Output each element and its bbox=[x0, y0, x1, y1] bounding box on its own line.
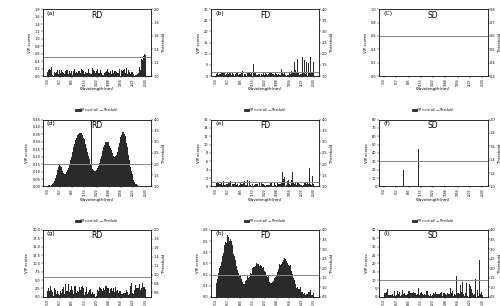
Legend: VIP score(sd), Threshold: VIP score(sd), Threshold bbox=[412, 107, 455, 114]
Y-axis label: Threshold: Threshold bbox=[162, 33, 166, 52]
Y-axis label: VIP scores: VIP scores bbox=[197, 33, 201, 53]
Text: FD: FD bbox=[260, 121, 270, 130]
Legend: VIP score(sd), Threshold: VIP score(sd), Threshold bbox=[412, 218, 455, 224]
Text: FD: FD bbox=[260, 10, 270, 20]
Y-axis label: VIP scores: VIP scores bbox=[366, 253, 370, 273]
Y-axis label: Threshold: Threshold bbox=[498, 33, 500, 52]
Text: (d): (d) bbox=[47, 121, 56, 126]
X-axis label: Wavelength(nm): Wavelength(nm) bbox=[80, 88, 114, 91]
Text: (a): (a) bbox=[47, 10, 56, 16]
Y-axis label: Threshold: Threshold bbox=[162, 143, 166, 163]
Text: (e): (e) bbox=[215, 121, 224, 126]
Y-axis label: VIP scores: VIP scores bbox=[364, 33, 368, 53]
X-axis label: Wavelength(nm): Wavelength(nm) bbox=[416, 88, 450, 91]
Legend: VIP score(sd), Threshold: VIP score(sd), Threshold bbox=[244, 218, 286, 224]
Legend: VIP score(sd), Threshold: VIP score(sd), Threshold bbox=[244, 107, 286, 114]
Text: (b): (b) bbox=[215, 10, 224, 16]
X-axis label: Wavelength(nm): Wavelength(nm) bbox=[248, 88, 282, 91]
Text: SD: SD bbox=[428, 231, 438, 240]
Text: (h): (h) bbox=[215, 231, 224, 236]
Y-axis label: Threshold: Threshold bbox=[330, 33, 334, 52]
Y-axis label: VIP scores: VIP scores bbox=[197, 143, 201, 163]
Legend: VIP score(sd), Threshold: VIP score(sd), Threshold bbox=[75, 107, 118, 114]
Text: (C): (C) bbox=[384, 10, 392, 16]
X-axis label: Wavelength(nm): Wavelength(nm) bbox=[80, 198, 114, 202]
X-axis label: Wavelength(nm): Wavelength(nm) bbox=[416, 198, 450, 202]
Text: SD: SD bbox=[428, 121, 438, 130]
Text: (g): (g) bbox=[47, 231, 56, 236]
Y-axis label: Threshold: Threshold bbox=[330, 143, 334, 163]
Y-axis label: VIP scores: VIP scores bbox=[196, 253, 200, 273]
Text: (i): (i) bbox=[384, 231, 390, 236]
Y-axis label: Threshold: Threshold bbox=[498, 254, 500, 273]
Y-axis label: VIP scores: VIP scores bbox=[28, 33, 32, 53]
Text: RD: RD bbox=[91, 121, 102, 130]
Y-axis label: Threshold: Threshold bbox=[330, 254, 334, 273]
Y-axis label: VIP scores: VIP scores bbox=[366, 143, 370, 163]
Y-axis label: Threshold: Threshold bbox=[498, 143, 500, 163]
Text: RD: RD bbox=[91, 231, 102, 240]
Text: FD: FD bbox=[260, 231, 270, 240]
Y-axis label: VIP scores: VIP scores bbox=[26, 253, 30, 273]
Y-axis label: Threshold: Threshold bbox=[162, 254, 166, 273]
X-axis label: Wavelength(nm): Wavelength(nm) bbox=[248, 198, 282, 202]
Y-axis label: VIP scores: VIP scores bbox=[26, 143, 30, 163]
Text: SD: SD bbox=[428, 10, 438, 20]
Text: (f): (f) bbox=[384, 121, 390, 126]
Legend: VIP score(sd), Threshold: VIP score(sd), Threshold bbox=[75, 218, 118, 224]
Text: RD: RD bbox=[91, 10, 102, 20]
